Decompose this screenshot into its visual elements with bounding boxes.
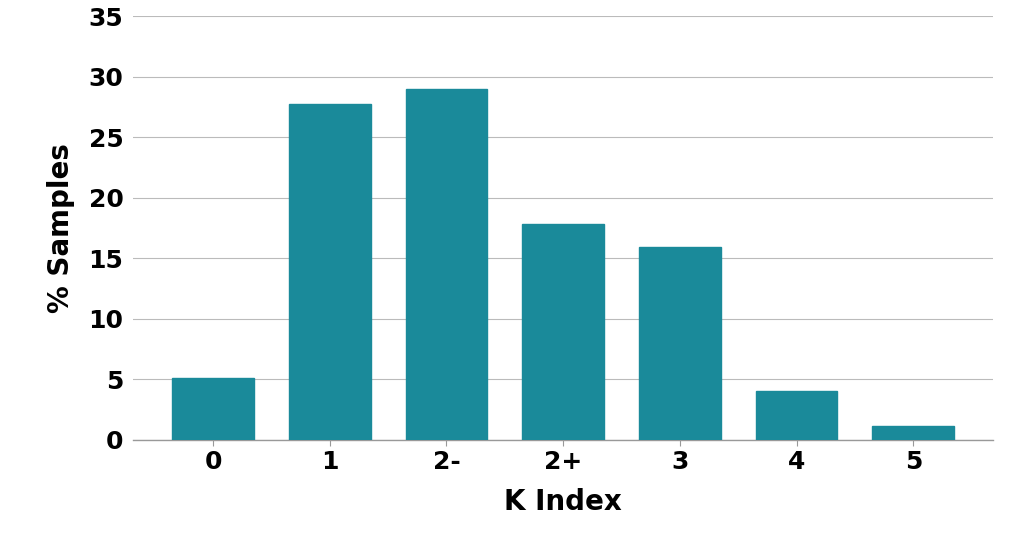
Bar (872, 426, 954, 440)
Bar (522, 224, 604, 440)
Bar (172, 378, 254, 440)
Bar (406, 88, 487, 440)
Bar (289, 105, 371, 440)
Y-axis label: % Samples: % Samples (46, 143, 75, 312)
X-axis label: K Index: K Index (505, 488, 622, 516)
Bar (756, 391, 838, 440)
Bar (639, 247, 721, 440)
